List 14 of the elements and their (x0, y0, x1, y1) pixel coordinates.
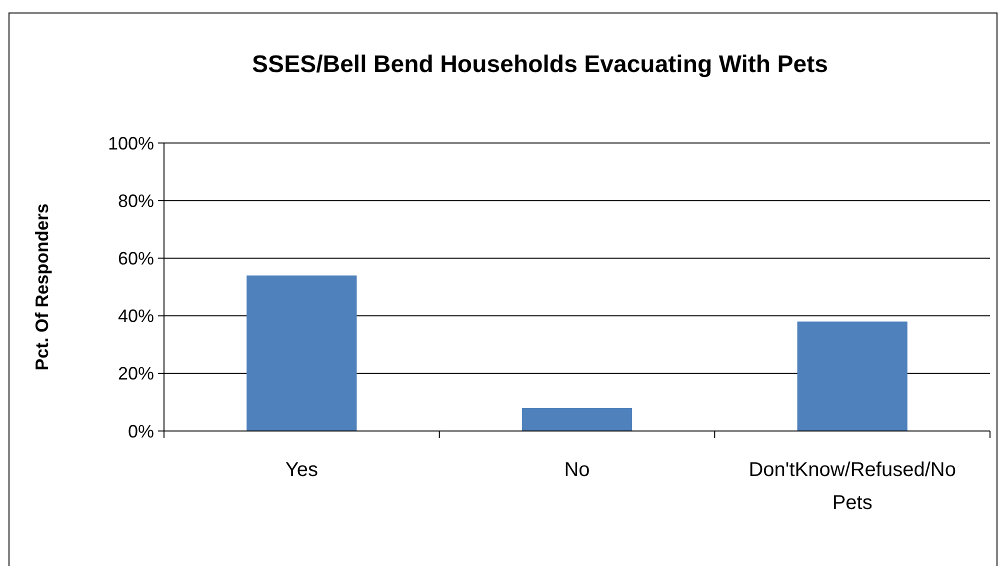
y-tick-label: 100% (108, 133, 154, 154)
bar (246, 275, 357, 431)
chart-title: SSES/Bell Bend Households Evacuating With Pets (252, 51, 828, 78)
bar (522, 408, 632, 431)
bar (797, 322, 908, 431)
x-tick-label: No (564, 459, 590, 481)
y-tick-label: 80% (118, 190, 154, 211)
y-tick-label: 40% (118, 306, 154, 326)
y-axis-title: Pct. Of Responders (32, 203, 52, 371)
x-tick-label: Yes (285, 459, 318, 481)
y-tick-label: 0% (128, 421, 154, 442)
x-tick-label: Don'tKnow/Refused/No Pets (748, 459, 956, 514)
y-tick-label: 60% (118, 248, 154, 268)
y-tick-label: 20% (118, 364, 154, 384)
